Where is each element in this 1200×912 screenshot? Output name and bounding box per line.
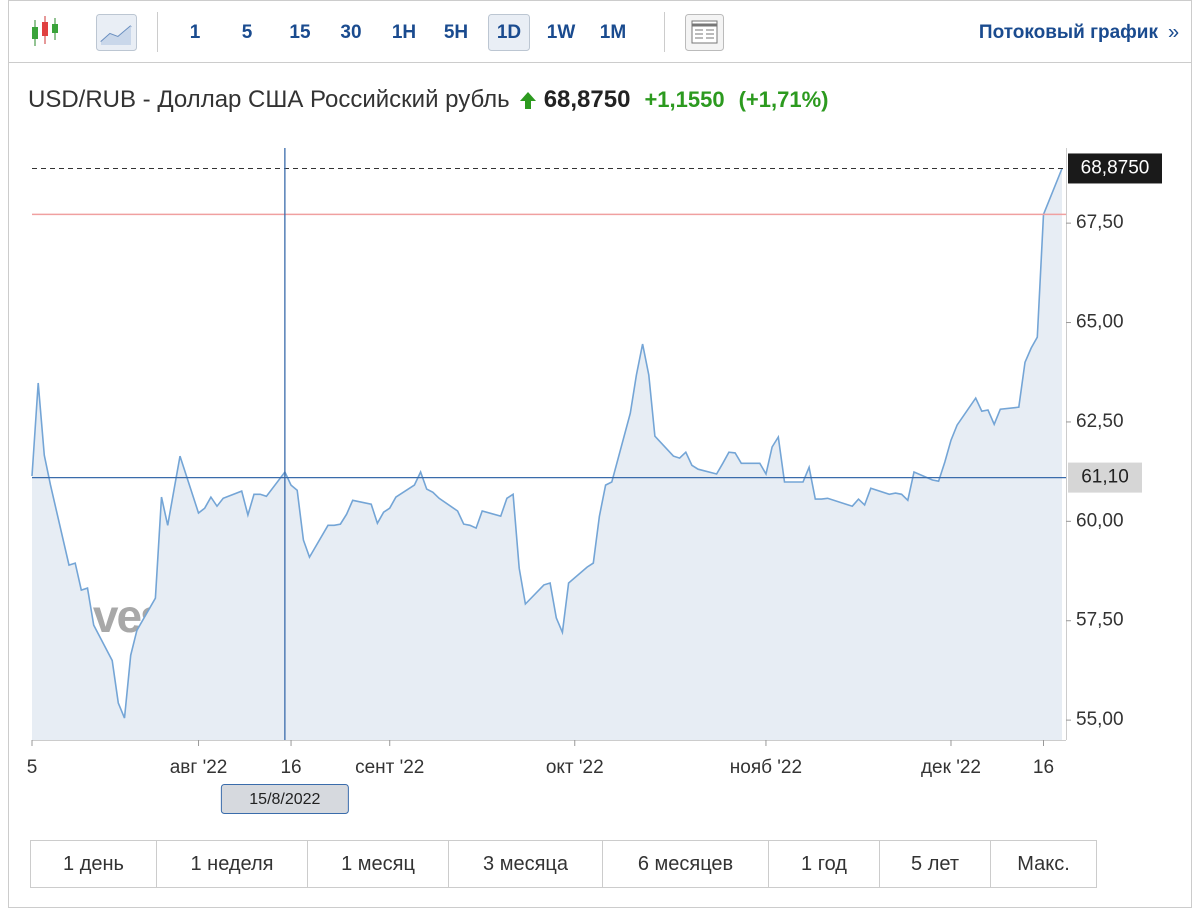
- table-icon[interactable]: [685, 14, 724, 51]
- percent-change: (+1,71%): [738, 87, 829, 112]
- crosshair-y-label: 61,10: [1081, 467, 1129, 488]
- interval-button[interactable]: 30: [340, 22, 361, 43]
- crosshair-x-box: [220, 784, 349, 814]
- x-tick-label: окт '22: [546, 757, 604, 778]
- interval-button[interactable]: 1M: [600, 22, 626, 43]
- range-button[interactable]: Макс.: [990, 841, 1096, 887]
- range-button[interactable]: 1 день: [63, 852, 124, 875]
- last-price: 68,8750: [543, 86, 631, 113]
- crosshair-x-label: 15/8/2022: [249, 791, 320, 808]
- interval-button[interactable]: 5H: [444, 22, 468, 43]
- up-arrow: [519, 92, 536, 109]
- crosshair-y-box: [1068, 462, 1142, 493]
- header: USD/RUB - Доллар США Российский рубль 68…: [28, 86, 828, 114]
- x-tick-label: 16: [1033, 757, 1054, 778]
- line-chart-icon[interactable]: [96, 14, 137, 51]
- interval-button[interactable]: 1H: [392, 22, 416, 43]
- range-button[interactable]: 3 месяца: [448, 841, 602, 887]
- x-tick-label: дек '22: [921, 757, 981, 778]
- candle-icon[interactable]: [32, 16, 58, 46]
- streaming-link[interactable]: Потоковый график: [979, 22, 1159, 43]
- interval-button[interactable]: 5: [242, 22, 253, 43]
- range-button[interactable]: 1 год: [768, 841, 879, 887]
- interval-button[interactable]: 15: [289, 22, 311, 43]
- y-tick-label: 60,00: [1076, 510, 1124, 531]
- interval-button[interactable]: 1D: [497, 22, 521, 43]
- range-button[interactable]: 1 неделя: [156, 841, 307, 887]
- last-price-box: [1068, 153, 1162, 184]
- range-button[interactable]: 6 месяцев: [602, 841, 768, 887]
- x-tick-label: авг '22: [170, 757, 228, 778]
- x-tick-label: 16: [280, 757, 301, 778]
- range-button[interactable]: 1 месяц: [307, 841, 448, 887]
- price-change: +1,1550: [644, 87, 725, 112]
- y-tick-label: 65,00: [1076, 312, 1124, 333]
- price-line: [31, 168, 1063, 719]
- x-tick-label: 5: [27, 757, 38, 778]
- last-price-label: 68,8750: [1081, 157, 1150, 178]
- x-tick-label: сент '22: [355, 757, 424, 778]
- y-tick-label: 67,50: [1076, 212, 1124, 233]
- y-tick-label: 57,50: [1076, 610, 1124, 631]
- plot: Investing.com55,0057,5060,0062,5065,0067…: [27, 148, 1162, 814]
- interval-bar: 1 5 15 30 1H 5H 1D 1W 1M: [190, 14, 626, 51]
- active-interval-bg: [488, 14, 530, 51]
- frame: [8, 0, 1192, 908]
- link-arrow[interactable]: »: [1168, 21, 1179, 43]
- interval-button[interactable]: 1W: [547, 22, 576, 43]
- y-tick-label: 62,50: [1076, 411, 1124, 432]
- instrument-title: USD/RUB - Доллар США Российский рубль: [28, 86, 510, 113]
- range-button[interactable]: 5 лет: [879, 841, 990, 887]
- x-tick-label: нояб '22: [730, 757, 802, 778]
- range-buttons: 1 день 1 неделя 1 месяц 3 месяца 6 месяцев 1 …: [30, 840, 1097, 888]
- y-tick-label: 55,00: [1076, 709, 1124, 730]
- interval-button[interactable]: 1: [190, 22, 201, 43]
- area-fill: [32, 168, 1062, 740]
